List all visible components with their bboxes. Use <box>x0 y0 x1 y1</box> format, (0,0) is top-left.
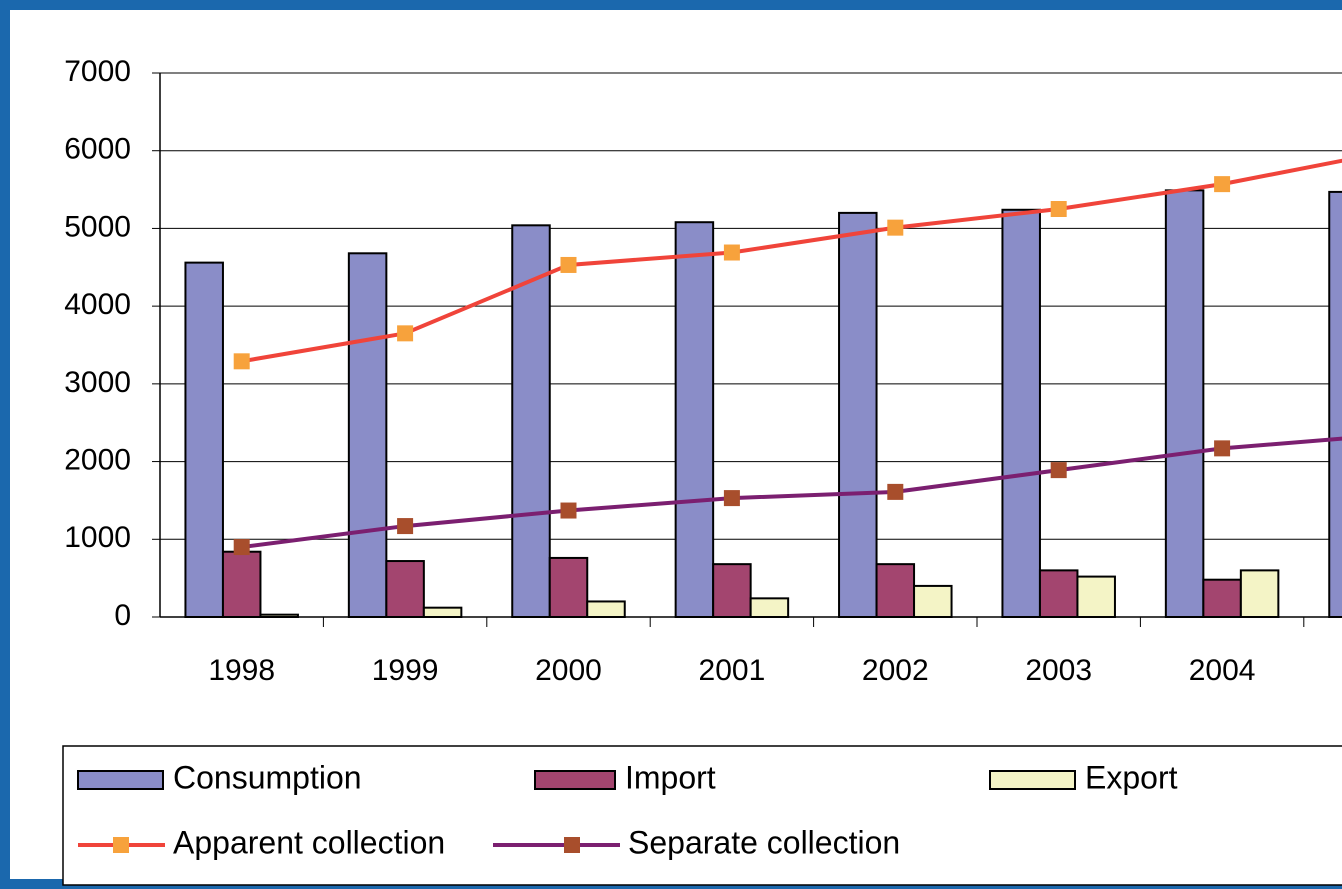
x-tick-label: 2003 <box>1025 654 1092 687</box>
line-marker <box>723 244 740 261</box>
line-marker <box>887 219 904 236</box>
line <box>241 436 1342 550</box>
legend-swatch <box>534 770 616 790</box>
line-marker <box>1214 440 1231 457</box>
plot-area: 0 1000 2000 3000 4000 5000 6000 7000 1998 1999 200… <box>64 55 1342 687</box>
y-tick-label: 7000 <box>64 55 131 88</box>
line-marker <box>1214 176 1231 193</box>
bar <box>259 613 299 619</box>
bar <box>1239 569 1280 618</box>
legend-label: Export <box>1085 759 1178 795</box>
legend-label: Consumption <box>173 759 362 795</box>
bar <box>1038 569 1079 618</box>
y-tick-label: 2000 <box>64 443 131 476</box>
line-marker <box>560 502 577 519</box>
bar <box>347 252 388 618</box>
x-tick-label: 2002 <box>862 654 929 687</box>
y-tick-label: 5000 <box>64 210 131 243</box>
y-tick-label: 3000 <box>64 366 131 399</box>
legend-label: Separate collection <box>628 824 900 860</box>
x-tick-label: 2000 <box>535 654 602 687</box>
y-tick-label: 0 <box>114 599 131 632</box>
bar <box>712 563 752 619</box>
line-marker <box>560 256 577 273</box>
bar <box>586 600 626 619</box>
y-tick-label: 4000 <box>64 288 131 321</box>
bar <box>875 563 916 619</box>
bar <box>422 606 463 618</box>
y-tick-label: 1000 <box>64 521 131 554</box>
y-tick-label: 6000 <box>64 133 131 166</box>
bar <box>184 261 224 618</box>
bar <box>1076 575 1116 618</box>
line-marker <box>1050 462 1067 479</box>
line-marker <box>1050 201 1067 217</box>
legend-label: Import <box>625 759 716 795</box>
line-marker <box>723 490 740 507</box>
legend-label: Apparent collection <box>173 824 445 860</box>
x-tick-label: 1999 <box>372 654 439 687</box>
legend-swatch <box>77 770 164 790</box>
x-tick-label: 2004 <box>1189 654 1256 687</box>
bar <box>674 221 715 618</box>
bar <box>1202 578 1242 618</box>
bar <box>385 560 425 618</box>
bar <box>838 211 878 618</box>
legend-marker <box>113 837 129 853</box>
line-marker <box>233 539 250 556</box>
bar <box>749 597 790 618</box>
legend: Consumption Import Export Apparent collecti… <box>77 759 1178 860</box>
bar <box>1001 208 1041 619</box>
x-tick-label: 1998 <box>208 654 275 687</box>
legend-marker <box>564 837 580 853</box>
bar <box>1328 190 1342 618</box>
legend-box <box>62 745 1342 886</box>
legend-swatch <box>989 770 1076 790</box>
bar <box>548 556 589 618</box>
bar <box>1164 189 1205 618</box>
line-marker <box>887 483 904 500</box>
line <box>241 158 1342 364</box>
bar <box>221 550 262 618</box>
bar <box>913 584 953 619</box>
line-marker <box>397 518 414 535</box>
bar <box>511 224 551 618</box>
line-marker <box>233 353 250 370</box>
line-marker <box>397 325 414 342</box>
x-tick-label: 2001 <box>699 654 766 687</box>
